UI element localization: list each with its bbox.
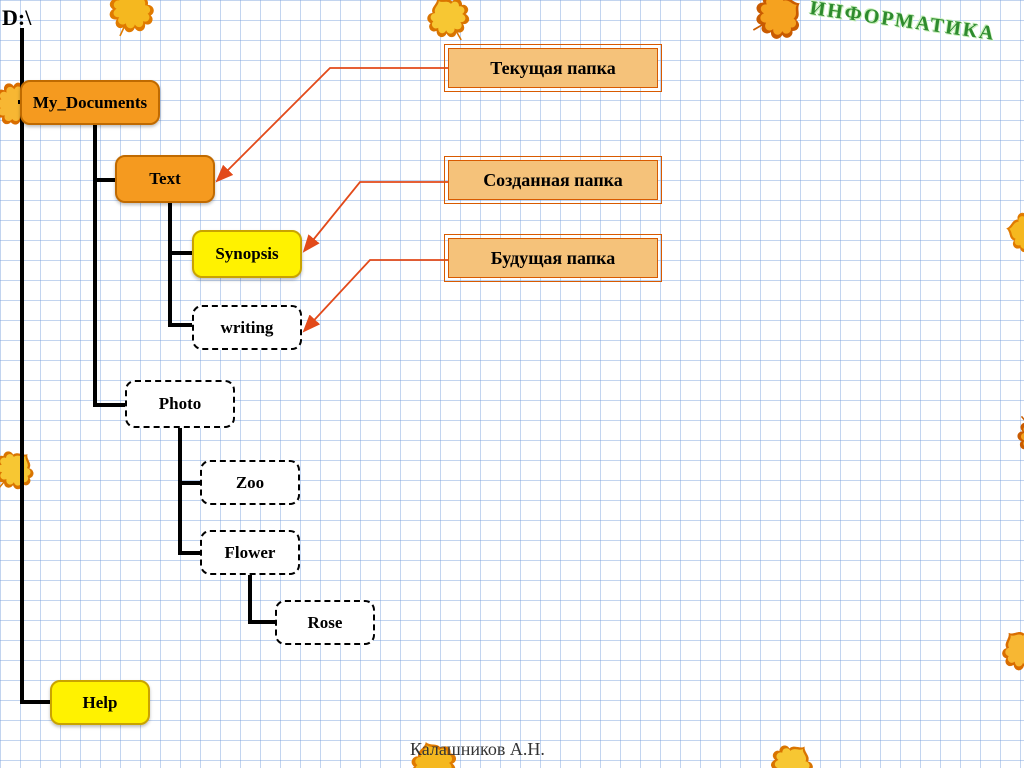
folder-node-zoo: Zoo	[200, 460, 300, 505]
author-footer: Калашников А.Н.	[410, 739, 545, 760]
root-drive-label: D:\	[2, 5, 31, 31]
callout-current: Текущая папка	[448, 48, 658, 88]
folder-node-rose: Rose	[275, 600, 375, 645]
folder-node-my_documents: My_Documents	[20, 80, 160, 125]
folder-node-text: Text	[115, 155, 215, 203]
folder-node-photo: Photo	[125, 380, 235, 428]
callout-created: Созданная папка	[448, 160, 658, 200]
folder-node-writing: writing	[192, 305, 302, 350]
folder-node-help: Help	[50, 680, 150, 725]
folder-node-synopsis: Synopsis	[192, 230, 302, 278]
folder-node-flower: Flower	[200, 530, 300, 575]
callout-future: Будущая папка	[448, 238, 658, 278]
